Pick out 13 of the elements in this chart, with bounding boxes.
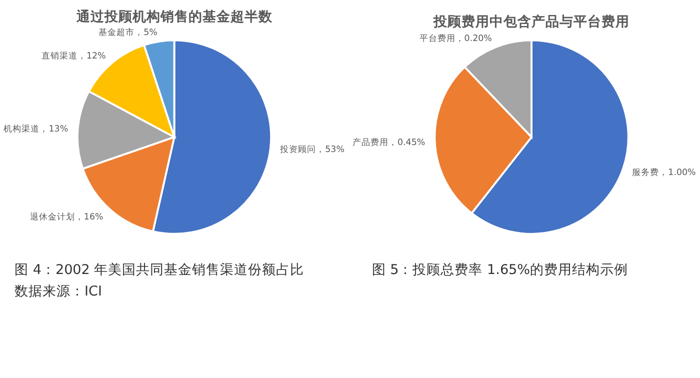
caption: 图 4：2002 年美国共同基金销售渠道份额占比 <box>14 262 304 278</box>
slice-label: 投资顾问，53% <box>279 144 344 155</box>
chart-title: 通过投顾机构销售的基金超半数 <box>75 9 274 26</box>
slice-label: 产品费用，0.45% <box>352 137 426 148</box>
slice-label: 退休金计划，16% <box>30 211 104 222</box>
slice-label: 直销渠道，12% <box>41 50 106 62</box>
source-note: 数据来源：ICI <box>14 283 102 300</box>
slice-label: 服务费，1.00% <box>632 166 696 178</box>
caption: 图 5：投顾总费率 1.65%的费用结构示例 <box>372 262 628 278</box>
slice-label: 基金超市，5% <box>98 26 158 38</box>
chart-title: 投顾费用中包含产品与平台费用 <box>432 13 630 30</box>
slice-label: 机构渠道，13% <box>4 124 68 135</box>
slice-label: 平台费用，0.20% <box>419 33 492 44</box>
